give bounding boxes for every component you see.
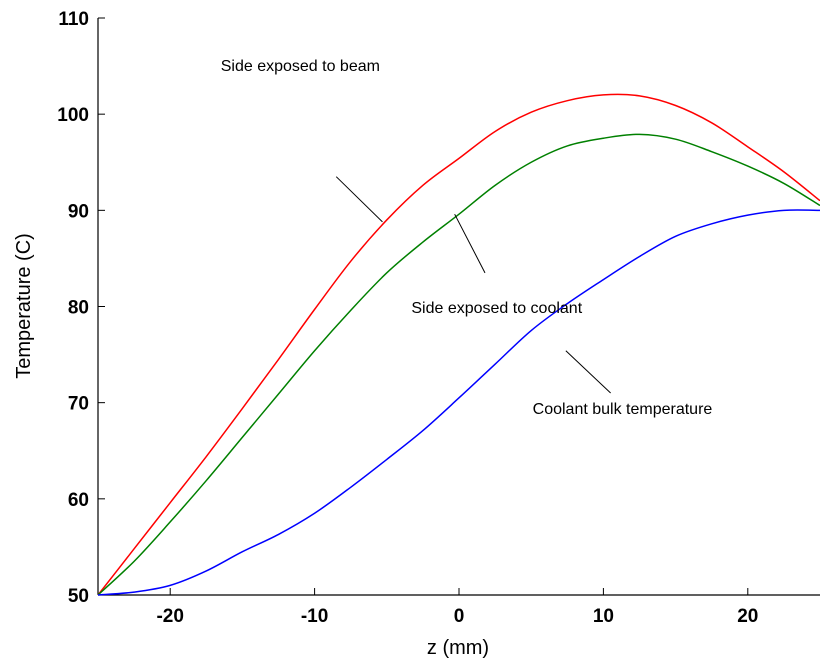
y-tick-label: 80 — [68, 298, 89, 319]
x-tick-label: 10 — [593, 606, 614, 627]
series-line-1 — [97, 133, 820, 596]
annotation-pointer-2 — [565, 350, 611, 394]
y-tick-label: 60 — [68, 490, 89, 511]
annotation-label-2: Coolant bulk temperature — [533, 401, 713, 418]
series-layer — [97, 93, 820, 596]
annotation-pointer-0 — [335, 176, 383, 223]
x-tick-label: -20 — [156, 606, 183, 627]
x-tick-label: 0 — [454, 606, 465, 627]
annotation-pointer-1 — [454, 213, 486, 274]
axes-layer: 50 60 70 80 90 100 110 -20 -10 0 10 20 — [57, 9, 820, 627]
annotation-label-0: Side exposed to beam — [221, 58, 380, 75]
x-axis-title: z (mm) — [427, 637, 489, 659]
annotation-layer: Side exposed to beam Side exposed to cool… — [221, 58, 713, 418]
y-tick-label: 70 — [68, 394, 89, 415]
series-line-0 — [97, 93, 820, 596]
x-tick-label: -10 — [301, 606, 328, 627]
annotation-label-1: Side exposed to coolant — [411, 300, 582, 317]
y-tick-label: 90 — [68, 201, 89, 222]
plot-area — [98, 18, 820, 595]
series-line-2 — [97, 209, 820, 596]
y-axis-title: Temperature (C) — [13, 233, 35, 379]
y-tick-label: 50 — [68, 586, 89, 607]
y-tick-label: 110 — [58, 9, 89, 30]
x-tick-label: 20 — [737, 606, 758, 627]
y-tick-label: 100 — [57, 105, 89, 126]
